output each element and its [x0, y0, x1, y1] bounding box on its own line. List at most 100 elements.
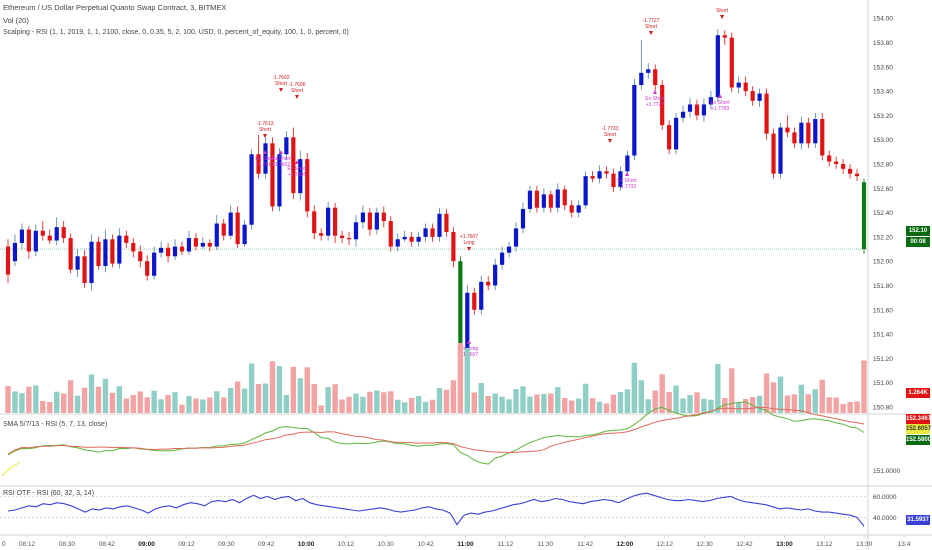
candle-body[interactable] [395, 239, 400, 247]
candle-body[interactable] [576, 205, 581, 213]
candle-body[interactable] [541, 194, 546, 208]
candle-body[interactable] [138, 251, 143, 262]
candle-body[interactable] [423, 228, 428, 237]
candle-body[interactable] [277, 154, 282, 207]
candle-body[interactable] [736, 82, 741, 88]
candle-body[interactable] [472, 292, 477, 310]
candle-body[interactable] [228, 212, 233, 236]
candle-body[interactable] [82, 256, 87, 284]
candle-body[interactable] [548, 194, 553, 208]
candle-body[interactable] [513, 228, 519, 247]
candle-body[interactable] [47, 235, 52, 241]
candle-body[interactable] [54, 227, 59, 241]
candle-body[interactable] [124, 235, 129, 243]
candle-body[interactable] [861, 182, 867, 250]
candle-body[interactable] [604, 171, 609, 174]
candle-body[interactable] [646, 69, 651, 73]
candle-body[interactable] [409, 236, 414, 242]
candle-body[interactable] [778, 127, 783, 174]
candle-body[interactable] [506, 246, 512, 253]
candle-body[interactable] [757, 93, 762, 101]
candle-body[interactable] [402, 236, 407, 240]
candle-body[interactable] [12, 242, 18, 262]
candle-body[interactable] [332, 207, 338, 236]
candle-body[interactable] [799, 122, 804, 144]
candle-body[interactable] [353, 222, 359, 240]
candle-body[interactable] [701, 104, 707, 116]
candle-body[interactable] [625, 155, 630, 172]
candle-body[interactable] [381, 212, 386, 222]
candle-body[interactable] [207, 242, 212, 247]
candle-body[interactable] [75, 256, 80, 270]
candle-body[interactable] [270, 143, 275, 207]
candle-body[interactable] [590, 176, 595, 179]
candle-body[interactable] [193, 238, 199, 247]
candle-body[interactable] [172, 246, 178, 257]
candle-body[interactable] [660, 85, 665, 126]
candle-body[interactable] [298, 159, 303, 194]
candle-body[interactable] [360, 212, 366, 223]
candle-body[interactable] [339, 235, 345, 239]
candle-body[interactable] [486, 281, 491, 286]
candle-body[interactable] [388, 221, 393, 247]
candle-body[interactable] [40, 230, 45, 236]
candle-body[interactable] [854, 173, 860, 177]
candle-body[interactable] [263, 143, 268, 174]
candle-body[interactable] [639, 72, 644, 86]
candle-body[interactable] [597, 171, 602, 179]
candle-body[interactable] [465, 292, 470, 383]
candle-body[interactable] [165, 247, 171, 257]
candle-body[interactable] [19, 229, 25, 243]
candle-body[interactable] [667, 125, 672, 150]
candle-body[interactable] [618, 171, 623, 188]
candle-body[interactable] [750, 91, 755, 101]
candle-body[interactable] [611, 173, 616, 188]
candle-body[interactable] [722, 35, 727, 38]
candle-body[interactable] [673, 117, 679, 150]
candle-body[interactable] [680, 111, 686, 118]
candle-body[interactable] [451, 232, 456, 262]
candle-body[interactable] [68, 238, 73, 270]
candle-body[interactable] [729, 37, 734, 88]
candle-body[interactable] [152, 252, 157, 276]
candle-body[interactable] [214, 223, 219, 247]
candle-body[interactable] [117, 235, 122, 264]
candle-body[interactable] [687, 104, 693, 112]
candle-body[interactable] [305, 159, 310, 212]
candle-body[interactable] [632, 85, 637, 156]
candle-body[interactable] [820, 119, 825, 156]
candle-body[interactable] [145, 261, 150, 276]
candle-body[interactable] [743, 82, 748, 92]
candle-body[interactable] [534, 190, 540, 208]
candle-body[interactable] [179, 246, 185, 252]
candle-body[interactable] [284, 137, 289, 155]
candle-body[interactable] [33, 230, 38, 252]
candle-body[interactable] [367, 212, 372, 230]
candle-body[interactable] [708, 97, 713, 105]
candle-body[interactable] [715, 35, 720, 98]
candle-body[interactable] [131, 242, 136, 252]
candle-body[interactable] [792, 132, 797, 144]
candle-body[interactable] [764, 93, 769, 134]
candle-body[interactable] [841, 163, 846, 169]
candle-body[interactable] [96, 241, 101, 267]
candle-body[interactable] [374, 212, 379, 230]
candle-body[interactable] [200, 242, 205, 247]
candle-body[interactable] [527, 190, 533, 209]
candle-body[interactable] [235, 212, 240, 245]
candle-body[interactable] [312, 211, 317, 234]
candle-body[interactable] [346, 238, 352, 240]
candle-body[interactable] [569, 205, 574, 213]
candle-body[interactable] [291, 137, 296, 194]
candle-body[interactable] [771, 133, 776, 174]
candle-body[interactable] [61, 227, 66, 239]
candle-body[interactable] [834, 161, 839, 164]
candle-body[interactable] [493, 264, 498, 286]
candle-body[interactable] [500, 252, 505, 265]
candle-body[interactable] [520, 208, 526, 229]
candle-body[interactable] [458, 261, 463, 383]
candle-body[interactable] [326, 207, 331, 236]
candle-body[interactable] [186, 238, 192, 252]
candle-body[interactable] [555, 189, 560, 208]
